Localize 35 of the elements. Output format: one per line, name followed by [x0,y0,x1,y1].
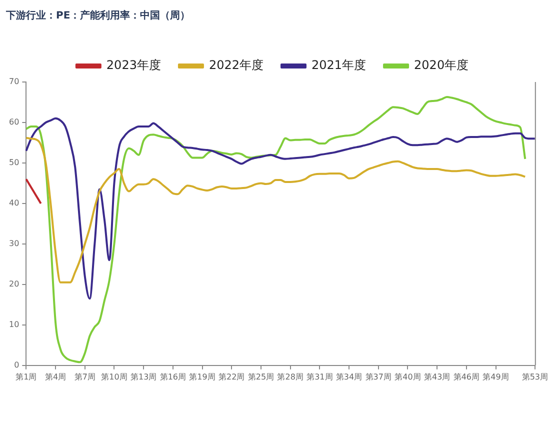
legend-label: 2022年度 [208,58,264,72]
x-tick-label: 第16周 [160,372,186,382]
line-series [25,178,42,204]
x-tick-label: 第1周 [16,372,37,382]
x-tick-label: 第25周 [248,372,274,382]
chart-title: 下游行业：PE：产能利用率：中国（周） [5,10,190,22]
y-tick-label: 40 [8,198,20,208]
legend-label: 2020年度 [414,58,469,72]
line-series [25,136,526,284]
y-tick-label: 20 [8,280,20,289]
legend-label: 2021年度 [312,58,366,72]
y-tick-label: 30 [8,239,20,248]
x-tick-label: 第4周 [44,372,66,382]
x-tick-label: 第46周 [453,372,480,382]
x-tick-label: 第40周 [394,372,421,382]
x-tick-label: 第10周 [101,372,128,382]
y-tick-label: 0 [14,360,20,370]
y-tick-label: 60 [8,118,20,127]
x-tick-label: 第31周 [306,372,333,382]
x-tick-label: 第28周 [277,372,304,382]
y-tick-label: 10 [8,320,20,329]
x-tick-label: 第53周 [522,372,548,382]
x-tick-label: 第13周 [130,372,157,382]
y-tick-label: 50 [8,158,20,168]
y-tick-label: 70 [8,77,20,86]
x-tick-label: 第22周 [218,372,245,382]
line-series [25,117,536,300]
legend-label: 2023年度 [106,58,161,72]
x-tick-label: 第49周 [482,372,509,382]
x-tick-label: 第37周 [365,372,392,382]
x-tick-label: 第7周 [74,372,96,382]
x-tick-label: 第43周 [424,372,450,382]
x-tick-label: 第34周 [336,372,362,382]
x-tick-label: 第19周 [189,372,216,382]
line-series [25,96,526,364]
